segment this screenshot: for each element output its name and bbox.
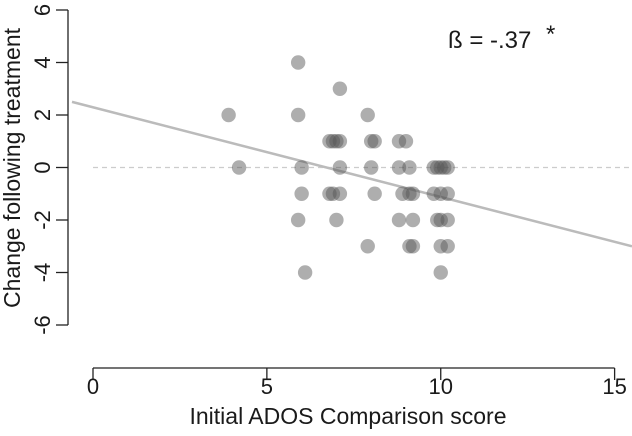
data-point bbox=[437, 160, 452, 175]
data-point bbox=[329, 212, 344, 228]
regression-line-layer bbox=[71, 100, 632, 248]
y-tick-label: -4 bbox=[30, 263, 55, 283]
data-point bbox=[395, 186, 410, 201]
data-point bbox=[332, 81, 348, 96]
data-point bbox=[332, 160, 348, 175]
y-axis-label: Change following treatment bbox=[0, 27, 25, 308]
y-tick-label: 6 bbox=[30, 4, 55, 16]
axes-layer: 0 5 10 15 -6 -4 -2 0 2 4 6 bbox=[30, 4, 627, 399]
data-point bbox=[363, 160, 379, 175]
data-point bbox=[363, 134, 379, 149]
data-point bbox=[402, 239, 417, 254]
data-point bbox=[294, 186, 309, 201]
data-point bbox=[325, 186, 341, 201]
data-point bbox=[433, 186, 448, 201]
data-point bbox=[440, 239, 455, 254]
data-point bbox=[221, 107, 236, 123]
data-point bbox=[367, 186, 382, 201]
x-axis-label: Initial ADOS Comparison score bbox=[189, 403, 506, 429]
data-point bbox=[430, 160, 445, 175]
beta-annotation: ß = -.37 bbox=[448, 27, 531, 54]
data-point bbox=[398, 134, 414, 149]
data-point bbox=[405, 212, 421, 228]
points-layer bbox=[221, 55, 455, 280]
data-point bbox=[426, 186, 441, 201]
data-point bbox=[426, 160, 441, 175]
data-point bbox=[391, 160, 407, 175]
data-point bbox=[332, 186, 348, 201]
data-point bbox=[290, 212, 306, 228]
y-tick-label: 0 bbox=[30, 161, 55, 173]
data-point bbox=[332, 134, 348, 149]
data-point bbox=[290, 107, 306, 123]
data-point bbox=[433, 212, 448, 228]
data-point bbox=[329, 134, 344, 149]
data-point bbox=[440, 160, 455, 175]
x-tick-label: 5 bbox=[261, 374, 273, 399]
x-tick-label: 0 bbox=[87, 374, 99, 399]
data-point bbox=[231, 160, 247, 175]
data-point bbox=[294, 160, 309, 175]
data-point bbox=[322, 134, 337, 149]
data-point bbox=[405, 239, 421, 254]
y-tick-label: -2 bbox=[30, 210, 55, 230]
x-tick-label: 15 bbox=[602, 374, 626, 399]
data-point bbox=[367, 134, 382, 149]
data-point bbox=[405, 186, 421, 201]
data-point bbox=[360, 239, 375, 254]
significance-asterisk: * bbox=[546, 21, 555, 48]
data-point bbox=[325, 134, 341, 149]
x-tick-label: 10 bbox=[428, 374, 452, 399]
data-point bbox=[433, 160, 448, 175]
data-point bbox=[402, 186, 417, 201]
data-point bbox=[430, 212, 445, 228]
data-point bbox=[322, 186, 337, 201]
data-point bbox=[360, 107, 375, 123]
data-point bbox=[391, 212, 407, 228]
y-tick-label: 4 bbox=[30, 56, 55, 68]
data-point bbox=[297, 265, 313, 280]
data-point bbox=[433, 265, 448, 280]
data-point bbox=[433, 239, 448, 254]
y-tick-label: 2 bbox=[30, 109, 55, 121]
data-point bbox=[440, 186, 455, 201]
data-point bbox=[440, 212, 455, 228]
data-point bbox=[391, 134, 407, 149]
data-point bbox=[402, 160, 417, 175]
data-point bbox=[290, 55, 306, 70]
regression-line bbox=[71, 100, 632, 248]
y-tick-label: -6 bbox=[30, 315, 55, 335]
